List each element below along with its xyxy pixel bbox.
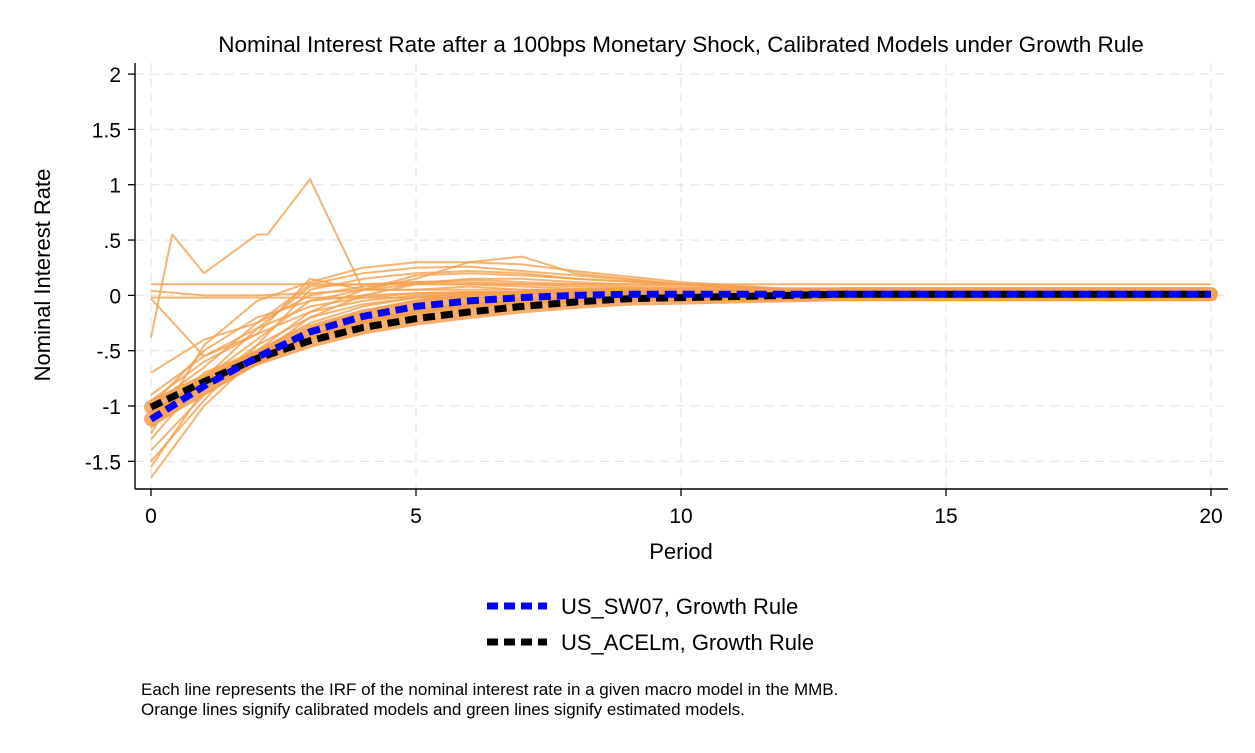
y-tick-label: .5 <box>103 230 121 253</box>
y-tick-label: 1.5 <box>92 119 121 142</box>
x-axis-label: Period <box>649 539 713 564</box>
y-tick-label: -1 <box>102 396 121 419</box>
highlighted-series <box>149 290 1211 423</box>
x-tick-label: 10 <box>669 505 692 528</box>
x-tick-label: 0 <box>145 505 157 528</box>
legend-label-us-acelm: US_ACELm, Growth Rule <box>561 630 814 655</box>
y-tick-label: 1 <box>109 175 121 198</box>
y-tick-label: -1.5 <box>85 451 121 474</box>
note-line-2: Orange lines signify calibrated models a… <box>141 700 745 719</box>
chart: Nominal Interest Rate after a 100bps Mon… <box>30 32 1228 655</box>
y-axis-label: Nominal Interest Rate <box>30 169 55 382</box>
legend-label-us-sw07: US_SW07, Growth Rule <box>561 594 798 619</box>
x-tick-label: 15 <box>934 505 957 528</box>
y-tick-label: -.5 <box>96 341 121 364</box>
legend: US_SW07, Growth Rule US_ACELm, Growth Ru… <box>487 594 814 655</box>
series-line-us-sw07 <box>149 290 1211 423</box>
calibrated-series-line <box>150 261 1212 435</box>
tick-labels: 21.51.50-.5-1-1.50 5 10 15 20 <box>85 64 1223 528</box>
y-tick-label: 2 <box>109 64 121 87</box>
grid <box>135 63 1228 489</box>
x-tick-label: 5 <box>410 505 422 528</box>
note-line-1: Each line represents the IRF of the nomi… <box>141 680 839 699</box>
axes <box>128 63 1228 496</box>
x-tick-label: 20 <box>1199 505 1222 528</box>
chart-title: Nominal Interest Rate after a 100bps Mon… <box>218 32 1143 57</box>
y-tick-label: 0 <box>109 285 121 308</box>
